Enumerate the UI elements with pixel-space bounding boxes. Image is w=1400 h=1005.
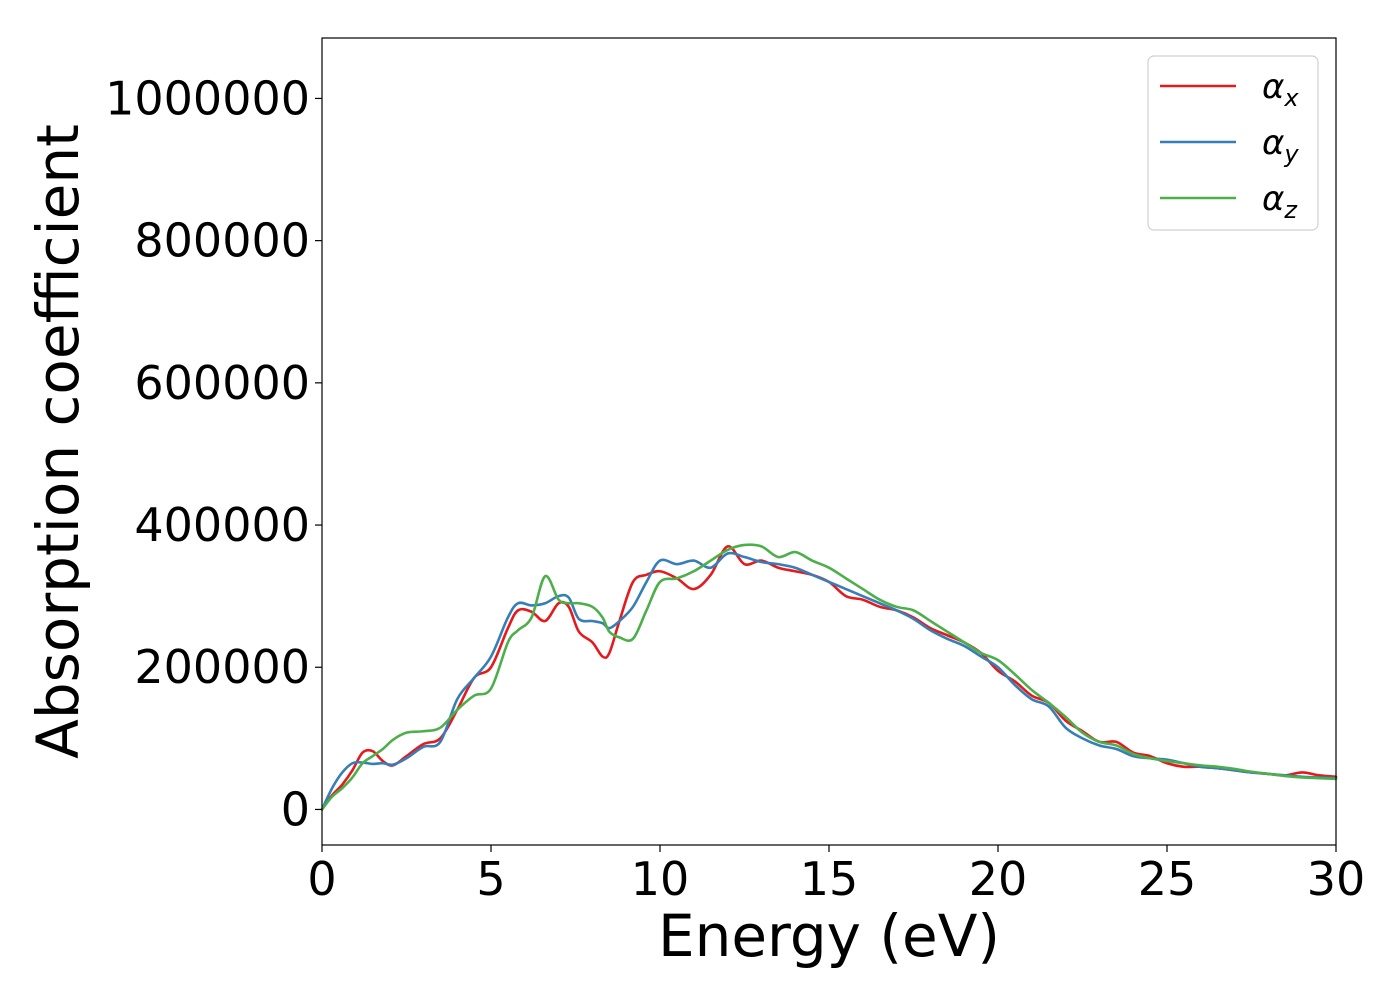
legend-label-main: α bbox=[1262, 179, 1284, 219]
legend-label-z: αz bbox=[1262, 179, 1298, 224]
x-tick-label: 30 bbox=[1307, 852, 1366, 906]
legend-label-main: α bbox=[1262, 123, 1284, 163]
series-line-z bbox=[320, 543, 1338, 811]
x-axis-label: Energy (eV) bbox=[658, 902, 1000, 970]
legend-label-subscript: y bbox=[1283, 140, 1299, 168]
x-tick-label: 0 bbox=[307, 852, 336, 906]
y-tick-label: 200000 bbox=[134, 640, 310, 694]
x-tick-label: 15 bbox=[800, 852, 859, 906]
legend-label-subscript: z bbox=[1283, 196, 1298, 224]
y-tick-label: 1000000 bbox=[105, 71, 310, 125]
y-axis-label: Absorption coefficient bbox=[24, 124, 92, 759]
legend-label-y: αy bbox=[1262, 123, 1299, 168]
legend-label-x: αx bbox=[1262, 67, 1299, 112]
y-tick-label: 600000 bbox=[134, 356, 310, 410]
legend-label-main: α bbox=[1262, 67, 1284, 107]
y-tick-label: 0 bbox=[281, 782, 310, 836]
y-tick-label: 400000 bbox=[134, 498, 310, 552]
y-tick-label: 800000 bbox=[134, 214, 310, 268]
series-layer bbox=[320, 543, 1338, 811]
x-tick-label: 20 bbox=[969, 852, 1028, 906]
ticks-layer: 0 5 10 15 20 25 30 0 200000 400000 600000 800000 100… bbox=[105, 71, 1365, 906]
x-tick-label: 25 bbox=[1138, 852, 1197, 906]
legend-label-subscript: x bbox=[1283, 84, 1299, 112]
x-tick-label: 10 bbox=[631, 852, 690, 906]
x-tick-label: 5 bbox=[476, 852, 505, 906]
